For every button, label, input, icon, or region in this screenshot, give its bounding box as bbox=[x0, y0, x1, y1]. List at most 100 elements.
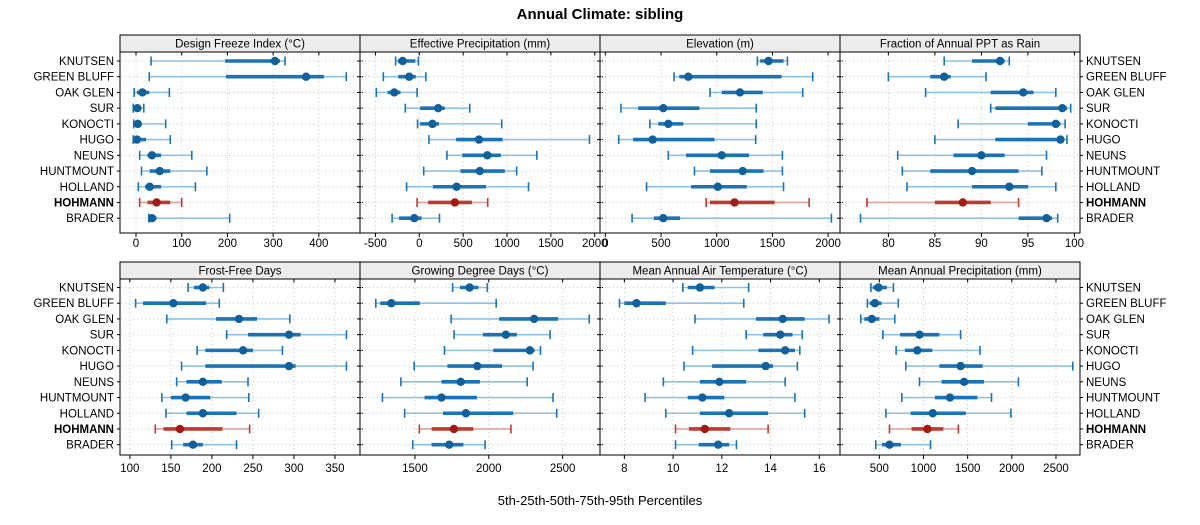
percentile-row-huntmount bbox=[161, 393, 250, 403]
x-tick-label: 150 bbox=[161, 463, 180, 475]
median-dot bbox=[959, 377, 969, 387]
median-dot bbox=[198, 377, 208, 387]
percentile-row-hohmann bbox=[866, 197, 1020, 207]
x-tick-label: 300 bbox=[284, 463, 303, 475]
x-tick-label: 500 bbox=[870, 463, 889, 475]
percentile-row-huntmount bbox=[693, 166, 784, 176]
median-dot bbox=[684, 72, 693, 81]
percentile-row-brader bbox=[874, 440, 932, 450]
percentile-row-green-bluff bbox=[148, 72, 348, 82]
panel-growing-degree-days-c: Growing Degree Days (°C) 1500 2000 2500 bbox=[357, 261, 603, 475]
x-tick-label: 200 bbox=[202, 463, 221, 475]
site-label-left-neuns: NEUNS bbox=[74, 377, 115, 389]
site-label-right-konocti: KONOCTI bbox=[1086, 119, 1138, 131]
median-dot bbox=[198, 409, 208, 418]
median-dot bbox=[717, 151, 726, 160]
percentile-row-holland bbox=[885, 408, 1012, 418]
median-dot bbox=[465, 283, 474, 292]
median-dot bbox=[452, 182, 461, 191]
percentile-row-neuns bbox=[918, 377, 1020, 387]
median-dot bbox=[735, 88, 745, 97]
median-dot bbox=[632, 299, 641, 308]
median-dot bbox=[410, 214, 419, 223]
median-dot bbox=[945, 393, 955, 402]
x-tick-label: 90 bbox=[975, 238, 988, 250]
site-label-right-knutsen: KNUTSEN bbox=[1086, 283, 1141, 295]
x-tick-label: 500 bbox=[651, 238, 670, 250]
site-label-left-brader: BRADER bbox=[66, 213, 114, 225]
site-label-left-hohmann: HOHMANN bbox=[54, 424, 114, 436]
median-dot bbox=[483, 151, 492, 160]
x-tick-label: 0 bbox=[602, 238, 608, 250]
percentile-row-knutsen bbox=[943, 56, 1011, 66]
panel-frost-free-days: Frost-Free Days 100 150 200 250 300 350 bbox=[117, 261, 363, 475]
percentile-row-huntmount bbox=[381, 393, 554, 403]
percentile-row-holland bbox=[645, 182, 785, 192]
site-label-right-brader: BRADER bbox=[1086, 440, 1134, 452]
percentile-row-holland bbox=[405, 182, 530, 192]
median-dot bbox=[915, 330, 924, 339]
median-dot bbox=[198, 283, 208, 292]
median-dot bbox=[700, 424, 709, 434]
median-dot bbox=[428, 119, 437, 129]
median-dot bbox=[461, 409, 471, 418]
x-tick-label: 1000 bbox=[704, 238, 730, 250]
x-tick-label: 1500 bbox=[760, 238, 786, 250]
strip-title: Effective Precipitation (mm) bbox=[410, 39, 551, 51]
percentile-row-sur bbox=[989, 103, 1072, 113]
median-dot bbox=[761, 361, 770, 371]
percentile-row-brader bbox=[170, 440, 238, 450]
median-dot bbox=[449, 424, 459, 434]
site-label-right-hugo: HUGO bbox=[1086, 135, 1121, 147]
percentile-row-neuns bbox=[896, 150, 1048, 160]
panel-elevation-m: Elevation (m) 0 500 1000 1500 2000 bbox=[597, 34, 843, 250]
site-label-left-huntmount: HUNTMOUNT bbox=[40, 393, 114, 405]
percentile-row-green-bluff bbox=[134, 298, 221, 308]
percentile-row-hugo bbox=[617, 135, 757, 145]
median-dot bbox=[473, 361, 482, 371]
site-label-left-oak-glen: OAK GLEN bbox=[55, 87, 114, 99]
site-label-left-knutsen: KNUTSEN bbox=[59, 56, 114, 68]
percentile-row-knutsen bbox=[150, 56, 286, 66]
median-dot bbox=[1058, 103, 1067, 113]
x-tick-label: 100 bbox=[1065, 238, 1084, 250]
median-dot bbox=[1051, 119, 1061, 129]
median-dot bbox=[664, 119, 673, 129]
percentile-row-hohmann bbox=[154, 424, 251, 434]
panel-border bbox=[839, 278, 1081, 456]
percentile-row-oak-glen bbox=[924, 87, 1057, 97]
panel-fraction-of-annual-ppt-as-rain: Fraction of Annual PPT as Rain 80 85 90 95 10… bbox=[837, 34, 1084, 250]
site-label-right-hohmann: HOHMANN bbox=[1086, 197, 1146, 209]
chart-title: Annual Climate: sibling bbox=[516, 6, 684, 23]
x-tick-label: 0 bbox=[416, 238, 422, 250]
percentile-row-neuns bbox=[667, 150, 784, 160]
median-dot bbox=[138, 88, 147, 97]
strip-title: Frost-Free Days bbox=[198, 266, 281, 278]
percentile-row-brader bbox=[147, 213, 231, 223]
x-tick-label: 300 bbox=[264, 238, 283, 250]
median-dot bbox=[648, 135, 657, 144]
median-dot bbox=[390, 88, 399, 97]
site-label-left-sur: SUR bbox=[90, 103, 114, 115]
percentile-row-konocti bbox=[196, 345, 284, 355]
x-tick-label: 1000 bbox=[911, 463, 937, 475]
percentile-row-konocti bbox=[895, 345, 981, 355]
median-dot bbox=[133, 119, 143, 129]
site-label-right-huntmount: HUNTMOUNT bbox=[1086, 166, 1160, 178]
site-label-left-sur: SUR bbox=[90, 330, 114, 342]
median-dot bbox=[474, 135, 484, 144]
median-dot bbox=[147, 151, 157, 160]
median-dot bbox=[152, 198, 161, 207]
percentile-row-oak-glen bbox=[165, 314, 291, 324]
median-dot bbox=[659, 214, 668, 223]
panel-mean-annual-air-temperature-c: Mean Annual Air Temperature (°C) 8 10 12 14 1… bbox=[597, 261, 843, 475]
percentile-row-oak-glen bbox=[859, 314, 896, 324]
median-dot bbox=[995, 56, 1005, 66]
percentile-row-green-bluff bbox=[673, 72, 814, 82]
x-tick-label: 250 bbox=[243, 463, 262, 475]
median-dot bbox=[778, 314, 787, 324]
median-dot bbox=[234, 314, 244, 324]
percentile-row-huntmount bbox=[422, 166, 518, 176]
percentile-row-konocti bbox=[691, 345, 801, 355]
